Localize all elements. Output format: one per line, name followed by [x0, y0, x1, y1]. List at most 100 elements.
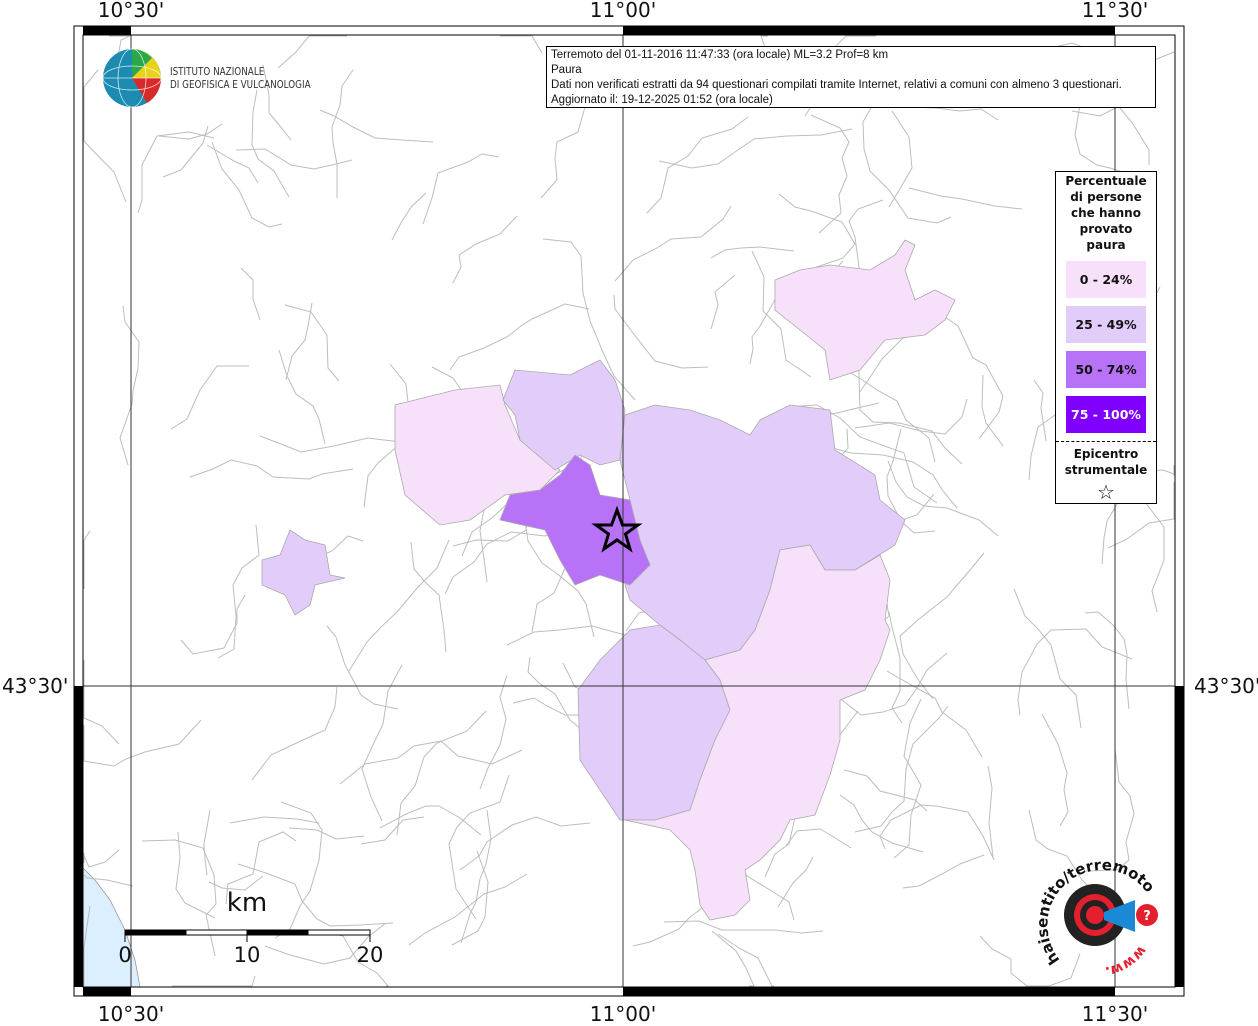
municipal-border [83, 69, 127, 203]
municipality-25-49[interactable] [261, 529, 346, 616]
municipal-border [879, 804, 995, 861]
municipal-border [886, 428, 936, 534]
municipal-border [460, 809, 492, 944]
municipal-border [843, 769, 928, 812]
municipal-border [522, 507, 595, 638]
municipal-border [459, 816, 591, 871]
municipal-border [339, 740, 523, 785]
municipal-border [1017, 628, 1133, 716]
municipal-border [614, 205, 732, 282]
lon-label-top: 10°30' [97, 0, 165, 22]
scale-unit: km [226, 888, 268, 918]
municipal-border [1041, 713, 1069, 827]
municipal-border [717, 933, 774, 987]
legend-divider [1056, 441, 1156, 442]
legend-title-line: Percentuale [1065, 174, 1147, 188]
epicenter-label: Epicentro [1073, 447, 1139, 461]
map-subject: Paura [551, 64, 582, 76]
municipal-border [408, 873, 528, 946]
municipal-border [1033, 379, 1047, 442]
municipal-border [206, 144, 259, 184]
municipal-border [83, 530, 91, 589]
municipal-border [710, 274, 736, 330]
municipal-border [979, 935, 1081, 987]
municipal-border [83, 660, 120, 745]
municipal-border [663, 920, 824, 934]
municipal-border [361, 664, 403, 822]
legend-class-75-100: 75 - 100% [1066, 396, 1146, 433]
brand-prefix: www. [1104, 943, 1150, 980]
municipal-border [237, 863, 394, 927]
epicenter-star-icon[interactable] [591, 505, 643, 553]
municipal-border [981, 374, 1004, 447]
municipal-border [888, 611, 903, 724]
municipalities [261, 239, 956, 921]
municipal-border [777, 856, 814, 908]
municipal-border [251, 89, 290, 198]
municipal-border [451, 850, 489, 946]
svg-text:www.: www. [1104, 943, 1150, 980]
map-frame [73, 25, 1185, 997]
legend-title-line: provato [1079, 222, 1133, 236]
municipal-border [810, 114, 850, 234]
municipal-border [331, 69, 354, 198]
municipal-border [839, 794, 924, 853]
municipal-border [278, 349, 326, 445]
municipal-border [162, 125, 209, 178]
star-outline-icon: ☆ [1097, 480, 1115, 504]
legend: Percentuale di persone che hanno provato… [1055, 171, 1157, 504]
municipal-border [886, 670, 983, 758]
municipal-border [391, 192, 427, 241]
legend-class-0-24: 0 - 24% [1066, 261, 1146, 298]
municipal-border [1139, 487, 1165, 613]
municipal-border [711, 930, 755, 987]
municipal-border [172, 975, 256, 987]
municipal-border [410, 541, 447, 653]
municipal-border [235, 148, 353, 170]
municipal-border [751, 250, 812, 378]
municipal-border [500, 35, 543, 54]
lon-label-bottom: 11°30' [1081, 1002, 1149, 1026]
municipality-0-24[interactable] [774, 239, 956, 381]
municipality-0-24[interactable] [624, 544, 891, 921]
lon-label-bottom: 11°00' [589, 1002, 657, 1026]
municipal-border [658, 128, 853, 169]
data-note: Dati non verificati estratti da 94 quest… [551, 79, 1122, 91]
epicenter-label: strumentale [1064, 463, 1148, 477]
municipal-border [899, 552, 985, 700]
municipal-border [887, 460, 999, 537]
scale-tick-label: 20 [356, 943, 384, 967]
municipal-border [83, 905, 91, 986]
municipal-border [1084, 611, 1130, 710]
ingv-logo: ISTITUTO NAZIONALE DI GEOFISICA E VULCAN… [102, 48, 346, 108]
municipal-border [189, 459, 354, 480]
logo-line1: ISTITUTO NAZIONALE [170, 65, 265, 78]
municipal-border [288, 827, 365, 840]
municipal-border [613, 294, 709, 369]
municipal-border [137, 131, 215, 214]
municipal-border [784, 404, 938, 504]
municipal-border [448, 774, 510, 920]
municipal-border [274, 801, 323, 939]
municipal-border [854, 398, 968, 435]
municipal-border [778, 193, 856, 269]
municipal-border [83, 849, 120, 868]
lon-label-top: 11°30' [1081, 0, 1149, 22]
municipality-50-74[interactable] [499, 454, 651, 586]
municipal-border [203, 809, 211, 876]
legend-title-line: paura [1086, 238, 1126, 252]
municipal-border [785, 828, 852, 849]
municipal-border [119, 305, 140, 466]
legend-title-line: che hanno [1071, 206, 1141, 220]
lat-label-right: 43°30' [1194, 674, 1258, 698]
municipal-border [251, 686, 338, 781]
lat-label-left: 43°30' [2, 674, 69, 698]
municipal-border [924, 306, 1004, 440]
svg-text:?: ? [1143, 909, 1151, 924]
legend-title: Percentuale di persone che hanno provato… [1056, 172, 1156, 253]
municipal-border [225, 831, 297, 905]
municipal-border [229, 816, 320, 824]
scale-bar [124, 929, 371, 942]
municipal-border [277, 35, 347, 69]
